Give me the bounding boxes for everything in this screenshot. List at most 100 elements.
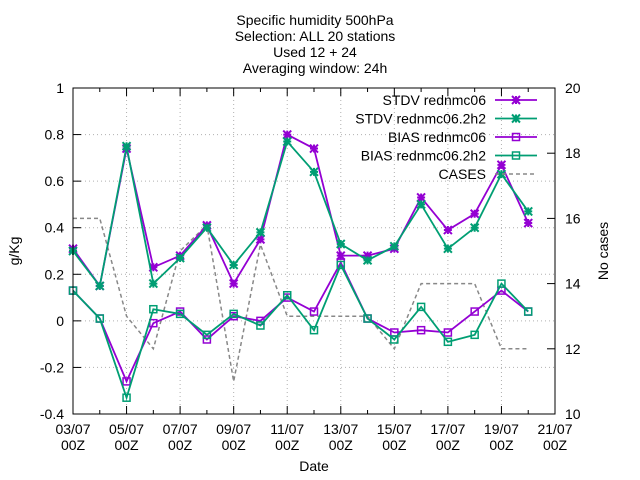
y2-tick-label: 12 (565, 341, 581, 357)
data-point (470, 330, 479, 340)
y2-tick-label: 16 (565, 210, 581, 226)
data-point (390, 335, 399, 344)
y-tick-label: -0.2 (40, 359, 64, 375)
data-point (496, 169, 507, 179)
legend-label: STDV rednmc06 (383, 92, 487, 108)
data-point (523, 218, 533, 228)
data-point (496, 160, 507, 170)
data-point (282, 290, 292, 300)
x-tick-label-date: 17/07 (430, 421, 465, 437)
series-line (72, 262, 529, 401)
y2-tick-label: 10 (565, 406, 581, 422)
y2-tick-label: 20 (565, 80, 581, 96)
series-line (72, 260, 529, 384)
legend-marker (511, 132, 521, 142)
y-tick-label: -0.4 (40, 406, 64, 422)
series-cases (73, 217, 529, 382)
data-point (336, 260, 346, 270)
x-tick-label-hour: 00Z (329, 437, 354, 453)
data-point (443, 225, 453, 235)
legend-marker (511, 95, 521, 105)
data-point (175, 253, 185, 263)
x-tick-label-date: 09/07 (216, 421, 251, 437)
data-point (389, 241, 400, 252)
data-point (363, 314, 372, 323)
data-point (229, 309, 238, 319)
y2-tick-label: 18 (565, 145, 581, 161)
x-tick-label-hour: 00Z (436, 437, 461, 453)
data-point (228, 278, 239, 289)
legend-marker (511, 151, 521, 160)
y-tick-label: 0.2 (45, 266, 65, 282)
data-point (523, 206, 533, 217)
data-point (148, 278, 159, 289)
title-line: Used 12 + 24 (273, 44, 357, 60)
series-group (68, 129, 533, 402)
data-point (202, 330, 212, 340)
series-bias-rednmc06 (68, 258, 533, 386)
data-point (95, 281, 105, 291)
data-point (362, 250, 373, 261)
y-tick-label: 0.8 (45, 127, 65, 143)
axis-ticks (72, 87, 556, 415)
data-point (416, 325, 426, 335)
data-point (121, 141, 132, 151)
data-point (282, 129, 292, 140)
data-point (175, 309, 185, 319)
data-point (469, 209, 480, 219)
data-point (470, 307, 479, 316)
data-point (148, 262, 159, 273)
data-point (149, 304, 158, 314)
series-line (73, 217, 529, 382)
x-tick-label-hour: 00Z (543, 437, 568, 453)
data-point (255, 227, 266, 238)
x-tick-label-hour: 00Z (222, 437, 247, 453)
x-tick-label-hour: 00Z (168, 437, 193, 453)
data-point (443, 243, 453, 254)
data-point (309, 325, 319, 335)
title-line: Averaging window: 24h (243, 60, 388, 76)
data-point (122, 377, 131, 386)
x-axis-label: Date (299, 458, 329, 474)
data-point (416, 192, 426, 203)
x-tick-label-hour: 00Z (114, 437, 139, 453)
data-point (95, 314, 105, 323)
data-point (443, 328, 453, 337)
data-point (336, 250, 346, 261)
x-tick-label-hour: 00Z (489, 437, 514, 453)
series-bias-rednmc06-2h2 (68, 260, 533, 402)
legend: STDV rednmc06 STDV rednmc06.2h2 BIAS rednm… (355, 92, 537, 182)
y-tick-label: 0.6 (45, 173, 65, 189)
y-tick-label: 0.4 (45, 220, 65, 236)
title-line: Specific humidity 500hPa (236, 12, 393, 28)
data-point (523, 307, 533, 316)
data-point (416, 302, 426, 312)
y-axis-label: g/Kg (6, 237, 22, 266)
legend-label: BIAS rednmc06.2h2 (361, 148, 487, 164)
data-point (416, 199, 426, 210)
x-tick-label-date: 15/07 (377, 421, 412, 437)
data-point (122, 393, 131, 402)
legend-label: BIAS rednmc06 (388, 129, 486, 145)
x-tick-label-date: 07/07 (163, 421, 198, 437)
data-point (469, 223, 480, 233)
series-line (72, 133, 530, 289)
y2-axis-label: No cases (595, 222, 611, 280)
x-tick-label-date: 21/07 (537, 421, 572, 437)
data-point (228, 260, 239, 270)
y-tick-label: 0 (56, 313, 64, 329)
x-tick-label-hour: 00Z (275, 437, 300, 453)
data-point (362, 255, 373, 266)
x-tick-label-hour: 00Z (382, 437, 407, 453)
x-tick-label-date: 03/07 (55, 421, 90, 437)
y2-tick-label: 14 (565, 276, 581, 292)
data-point (256, 321, 265, 330)
y-tick-label: 1 (56, 80, 64, 96)
data-point (282, 136, 292, 147)
data-point (309, 143, 319, 154)
data-point (309, 167, 319, 177)
data-point (309, 307, 319, 316)
data-point (443, 337, 453, 347)
x-tick-label-date: 13/07 (323, 421, 358, 437)
